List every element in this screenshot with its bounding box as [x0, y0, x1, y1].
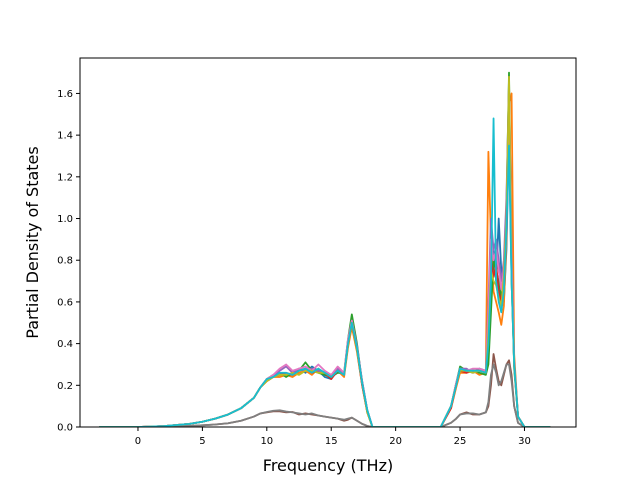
x-tick-label: 25	[454, 436, 467, 447]
y-axis-ticks: 0.0 0.2 0.4 0.6 0.8 1.0 1.2 1.4 1.6	[57, 89, 80, 434]
x-tick-label: 10	[260, 436, 273, 447]
y-tick-label: 0.6	[57, 297, 73, 308]
y-tick-label: 0.8	[57, 256, 73, 267]
x-axis-ticks: 0 5 10 15 20 25 30	[135, 427, 531, 447]
y-tick-label: 0.4	[57, 339, 73, 350]
series-line-8	[99, 363, 551, 427]
y-tick-label: 0.2	[57, 381, 73, 392]
y-axis-label: Partial Density of States	[23, 146, 42, 338]
x-tick-label: 15	[325, 436, 338, 447]
x-tick-label: 30	[518, 436, 531, 447]
plot-frame	[79, 57, 577, 428]
series-line-10	[99, 117, 551, 427]
x-axis-label: Frequency (THz)	[263, 456, 393, 475]
x-tick-label: 5	[199, 436, 205, 447]
x-tick-label: 20	[389, 436, 402, 447]
x-tick-label: 0	[135, 436, 141, 447]
y-tick-label: 1.2	[57, 172, 73, 183]
plot-area	[80, 58, 576, 427]
y-tick-label: 0.0	[57, 423, 73, 434]
y-tick-label: 1.6	[57, 89, 73, 100]
series-layer	[99, 71, 551, 427]
y-tick-label: 1.4	[57, 131, 73, 142]
y-tick-label: 1.0	[57, 214, 73, 225]
